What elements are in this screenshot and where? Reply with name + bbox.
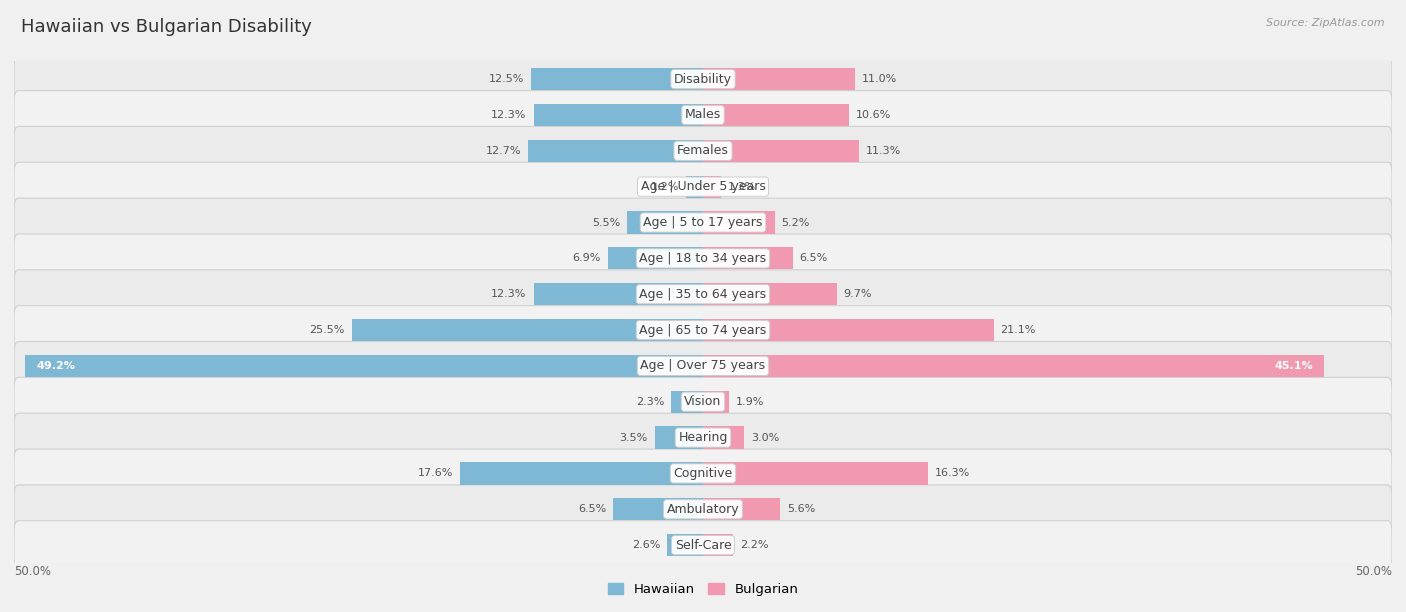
FancyBboxPatch shape [14, 378, 1392, 426]
Text: 21.1%: 21.1% [1001, 325, 1036, 335]
Bar [703, 390, 730, 413]
Text: 1.9%: 1.9% [737, 397, 765, 407]
Bar [703, 211, 775, 234]
Bar [703, 68, 855, 90]
Text: 12.3%: 12.3% [491, 289, 527, 299]
Bar [703, 176, 721, 198]
FancyBboxPatch shape [14, 485, 1392, 534]
Bar [655, 427, 703, 449]
Bar [671, 390, 703, 413]
FancyBboxPatch shape [14, 162, 1392, 211]
Text: 50.0%: 50.0% [14, 565, 51, 578]
Bar [529, 140, 703, 162]
Text: Ambulatory: Ambulatory [666, 503, 740, 516]
Text: Age | 65 to 74 years: Age | 65 to 74 years [640, 324, 766, 337]
Bar [703, 462, 928, 485]
Text: 6.9%: 6.9% [572, 253, 600, 263]
Text: 12.7%: 12.7% [485, 146, 522, 156]
FancyBboxPatch shape [14, 449, 1392, 498]
Text: 1.2%: 1.2% [651, 182, 679, 192]
Text: 5.6%: 5.6% [787, 504, 815, 514]
Text: 2.2%: 2.2% [740, 540, 769, 550]
Text: Disability: Disability [673, 73, 733, 86]
Bar [686, 176, 703, 198]
Bar [703, 319, 994, 341]
FancyBboxPatch shape [14, 234, 1392, 283]
Text: 16.3%: 16.3% [935, 468, 970, 479]
Text: 25.5%: 25.5% [309, 325, 344, 335]
Text: 10.6%: 10.6% [856, 110, 891, 120]
Text: 12.3%: 12.3% [491, 110, 527, 120]
Bar [533, 283, 703, 305]
Text: 9.7%: 9.7% [844, 289, 872, 299]
Bar [352, 319, 703, 341]
Text: Age | 5 to 17 years: Age | 5 to 17 years [644, 216, 762, 229]
Text: 6.5%: 6.5% [800, 253, 828, 263]
Text: Age | Over 75 years: Age | Over 75 years [641, 359, 765, 372]
Text: 5.2%: 5.2% [782, 217, 810, 228]
Text: Females: Females [678, 144, 728, 157]
Text: Cognitive: Cognitive [673, 467, 733, 480]
Bar [613, 498, 703, 520]
Bar [627, 211, 703, 234]
Bar [607, 247, 703, 269]
Bar [703, 283, 837, 305]
Text: 17.6%: 17.6% [418, 468, 454, 479]
FancyBboxPatch shape [14, 91, 1392, 140]
Bar [703, 140, 859, 162]
Text: 45.1%: 45.1% [1275, 361, 1313, 371]
Text: 1.3%: 1.3% [728, 182, 756, 192]
Text: 2.3%: 2.3% [636, 397, 665, 407]
Bar [703, 247, 793, 269]
Bar [531, 68, 703, 90]
Text: 2.6%: 2.6% [631, 540, 661, 550]
Bar [461, 462, 703, 485]
Bar [703, 355, 1324, 377]
Text: 3.0%: 3.0% [751, 433, 779, 442]
Text: 11.0%: 11.0% [862, 74, 897, 84]
Bar [703, 427, 744, 449]
Text: 11.3%: 11.3% [866, 146, 901, 156]
Text: 50.0%: 50.0% [1355, 565, 1392, 578]
FancyBboxPatch shape [14, 127, 1392, 175]
FancyBboxPatch shape [14, 413, 1392, 462]
FancyBboxPatch shape [14, 54, 1392, 103]
Bar [703, 104, 849, 126]
Text: 3.5%: 3.5% [620, 433, 648, 442]
Text: Age | Under 5 years: Age | Under 5 years [641, 180, 765, 193]
Text: Hawaiian vs Bulgarian Disability: Hawaiian vs Bulgarian Disability [21, 18, 312, 36]
Text: 5.5%: 5.5% [592, 217, 620, 228]
Legend: Hawaiian, Bulgarian: Hawaiian, Bulgarian [602, 578, 804, 602]
Bar [25, 355, 703, 377]
Bar [668, 534, 703, 556]
FancyBboxPatch shape [14, 521, 1392, 570]
FancyBboxPatch shape [14, 270, 1392, 319]
Bar [703, 498, 780, 520]
Text: Self-Care: Self-Care [675, 539, 731, 551]
Text: Age | 35 to 64 years: Age | 35 to 64 years [640, 288, 766, 300]
Text: 49.2%: 49.2% [37, 361, 75, 371]
Text: Hearing: Hearing [678, 431, 728, 444]
Text: Vision: Vision [685, 395, 721, 408]
Text: Source: ZipAtlas.com: Source: ZipAtlas.com [1267, 18, 1385, 28]
FancyBboxPatch shape [14, 198, 1392, 247]
Text: Males: Males [685, 108, 721, 121]
Bar [533, 104, 703, 126]
Text: 12.5%: 12.5% [488, 74, 524, 84]
Bar [703, 534, 734, 556]
FancyBboxPatch shape [14, 341, 1392, 390]
Text: Age | 18 to 34 years: Age | 18 to 34 years [640, 252, 766, 265]
Text: 6.5%: 6.5% [578, 504, 606, 514]
FancyBboxPatch shape [14, 305, 1392, 354]
